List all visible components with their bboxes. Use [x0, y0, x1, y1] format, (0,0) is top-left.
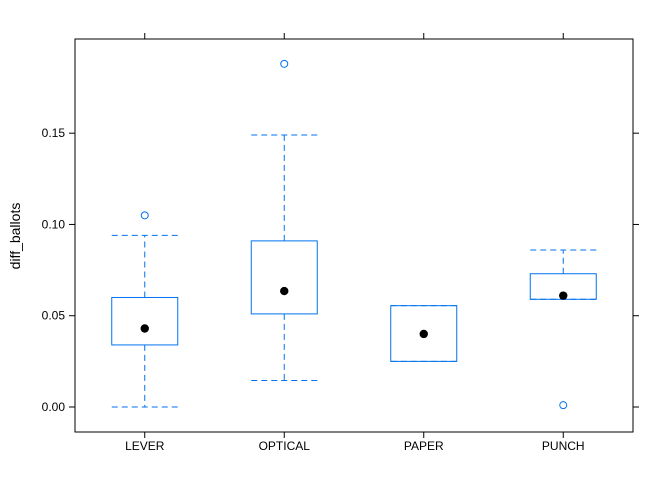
outlier-point — [140, 211, 149, 220]
plot-frame — [74, 38, 634, 433]
box-paper — [390, 305, 458, 362]
y-tick-label: 0.05 — [42, 309, 66, 323]
x-tick-label: LEVER — [125, 439, 165, 453]
outlier-point — [559, 401, 568, 410]
boxes-layer — [111, 59, 597, 410]
x-tick-label: OPTICAL — [259, 439, 311, 453]
box-iqr — [111, 296, 179, 346]
box-optical — [250, 59, 318, 382]
y-axis-right — [633, 132, 639, 408]
y-tick-label: 0.15 — [42, 126, 66, 140]
median-dot — [559, 291, 568, 300]
x-tick-label: PUNCH — [542, 439, 585, 453]
box-lever — [111, 211, 179, 408]
median-dot — [419, 329, 428, 339]
y-axis-label: diff_ballots — [7, 203, 23, 270]
x-axis: LEVER OPTICAL PAPER PUNCH — [125, 33, 585, 453]
y-axis-left: 0.00 0.05 0.10 0.15 — [42, 126, 75, 414]
outlier-point — [280, 59, 289, 68]
box-punch — [529, 249, 597, 410]
box-iqr — [390, 305, 458, 362]
box-iqr — [250, 240, 318, 315]
y-tick-label: 0.10 — [42, 217, 66, 231]
median-dot — [140, 324, 149, 333]
y-tick-label: 0.00 — [42, 400, 66, 414]
median-dot — [280, 286, 289, 296]
x-tick-label: PAPER — [404, 439, 444, 453]
